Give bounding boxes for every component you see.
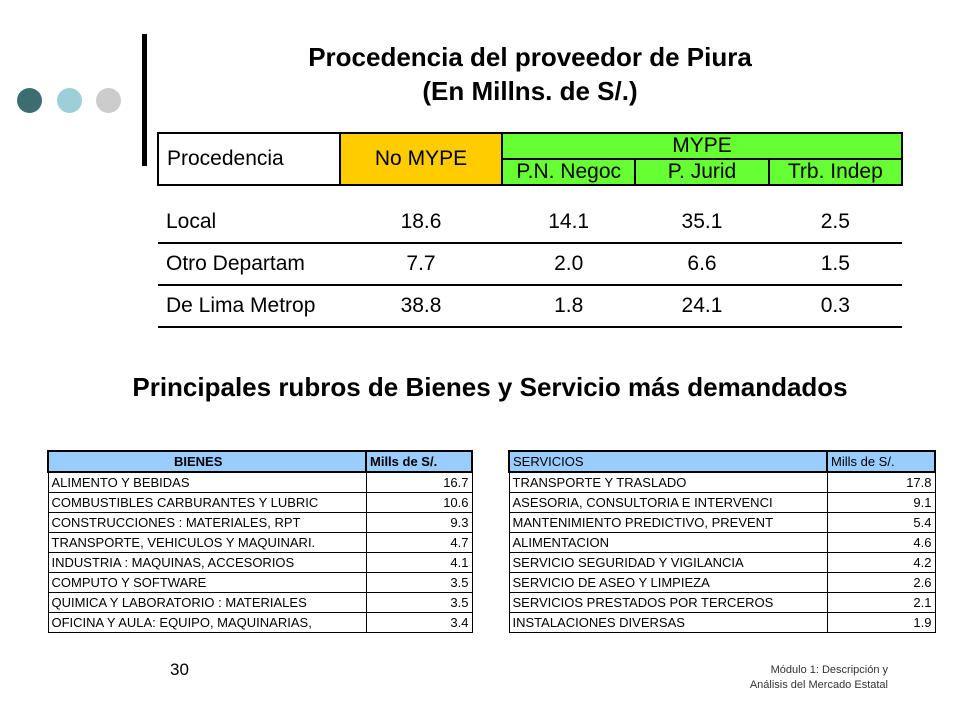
bienes-item-name: QUIMICA Y LABORATORIO : MATERIALES [47,592,367,613]
section-title: Principales rubros de Bienes y Servicio … [132,372,848,402]
header-p-jurid: P. Jurid [634,158,770,186]
cell-trb-indep: 0.3 [768,285,902,328]
cell-p-jurid: 6.6 [635,243,769,286]
servicios-item-name: SERVICIOS PRESTADOS POR TERCEROS [508,592,828,613]
slide-title: Procedencia del proveedor de Piura (En M… [200,40,860,108]
servicios-header-name: SERVICIOS [508,450,828,473]
row-label: Otro Departam [158,243,340,286]
cell-pn-negoc: 14.1 [502,202,636,244]
decor-dot-dark [17,88,42,113]
table-row: Local 18.6 14.1 35.1 2.5 [158,202,902,244]
slide-title-line1: Procedencia del proveedor de Piura [308,42,752,72]
servicios-item-name: ALIMENTACION [508,532,828,553]
list-item: SERVICIO DE ASEO Y LIMPIEZA 2.6 [508,572,936,593]
cell-no-mype: 38.8 [340,285,502,328]
list-item: TRANSPORTE, VEHICULOS Y MAQUINARI. 4.7 [47,532,473,553]
cell-no-mype: 7.7 [340,243,502,286]
bienes-item-name: COMBUSTIBLES CARBURANTES Y LUBRIC [47,492,367,513]
header-trb-indep: Trb. Indep [767,158,904,186]
bienes-item-value: 3.4 [365,612,473,633]
list-item: INDUSTRIA : MAQUINAS, ACCESORIOS 4.1 [47,552,473,573]
list-item: COMPUTO Y SOFTWARE 3.5 [47,572,473,593]
list-item: OFICINA Y AULA: EQUIPO, MAQUINARIAS, 3.4 [47,612,473,633]
cell-p-jurid: 35.1 [635,202,769,244]
procedencia-table: Procedencia No MYPE MYPE P.N. Negoc P. J… [157,132,904,328]
bienes-item-value: 4.1 [365,552,473,573]
header-procedencia: Procedencia [157,132,341,186]
header-pn-negoc: P.N. Negoc [500,158,637,186]
cell-p-jurid: 24.1 [635,285,769,328]
bienes-item-name: INDUSTRIA : MAQUINAS, ACCESORIOS [47,552,367,573]
bienes-item-value: 16.7 [365,471,473,493]
footer-text: Módulo 1: Descripción y Análisis del Mer… [750,663,888,693]
list-item: CONSTRUCCIONES : MATERIALES, RPT 9.3 [47,512,473,533]
cell-no-mype: 18.6 [340,202,502,244]
footer-line2: Análisis del Mercado Estatal [749,679,888,691]
list-item: INSTALACIONES DIVERSAS 1.9 [508,612,936,633]
decor-dot-teal [57,88,82,113]
list-item: TRANSPORTE Y TRASLADO 17.8 [508,471,936,493]
table-row: Otro Departam 7.7 2.0 6.6 1.5 [158,243,902,286]
slide-title-line2: (En Millns. de S/.) [422,76,638,106]
servicios-item-value: 2.6 [826,572,936,593]
row-label: Local [158,202,340,244]
list-item: QUIMICA Y LABORATORIO : MATERIALES 3.5 [47,592,473,613]
list-item: SERVICIOS PRESTADOS POR TERCEROS 2.1 [508,592,936,613]
servicios-item-name: MANTENIMIENTO PREDICTIVO, PREVENT [508,512,828,533]
bienes-item-value: 3.5 [365,592,473,613]
bienes-item-name: CONSTRUCCIONES : MATERIALES, RPT [47,512,367,533]
servicios-item-value: 5.4 [826,512,936,533]
servicios-item-value: 9.1 [826,492,936,513]
footer-line1: Módulo 1: Descripción y [770,664,888,676]
servicios-item-value: 17.8 [826,471,936,493]
bienes-table: BIENES Mills de S/. ALIMENTO Y BEBIDAS 16… [47,450,473,633]
bienes-header-value: Mills de S/. [365,450,473,473]
bienes-item-value: 10.6 [365,492,473,513]
cell-pn-negoc: 1.8 [502,285,636,328]
cell-trb-indep: 1.5 [768,243,902,286]
servicios-item-name: SERVICIO SEGURIDAD Y VIGILANCIA [508,552,828,573]
cell-trb-indep: 2.5 [768,202,902,244]
servicios-item-value: 2.1 [826,592,936,613]
table-row: De Lima Metrop 38.8 1.8 24.1 0.3 [158,285,902,328]
header-mype: MYPE [501,132,903,160]
bienes-item-value: 9.3 [365,512,473,533]
bienes-item-value: 4.7 [365,532,473,553]
list-item: SERVICIO SEGURIDAD Y VIGILANCIA 4.2 [508,552,936,573]
header-no-mype: No MYPE [339,132,503,186]
servicios-item-name: TRANSPORTE Y TRASLADO [508,471,828,493]
servicios-item-value: 4.6 [826,532,936,553]
row-label: De Lima Metrop [158,285,340,328]
cell-pn-negoc: 2.0 [502,243,636,286]
servicios-item-name: INSTALACIONES DIVERSAS [508,612,828,633]
bienes-header-name: BIENES [47,450,367,473]
servicios-item-name: ASESORIA, CONSULTORIA E INTERVENCI [508,492,828,513]
bienes-item-name: COMPUTO Y SOFTWARE [47,572,367,593]
bienes-item-name: TRANSPORTE, VEHICULOS Y MAQUINARI. [47,532,367,553]
servicios-item-name: SERVICIO DE ASEO Y LIMPIEZA [508,572,828,593]
bienes-item-name: ALIMENTO Y BEBIDAS [47,471,367,493]
bienes-item-name: OFICINA Y AULA: EQUIPO, MAQUINARIAS, [47,612,367,633]
list-item: ASESORIA, CONSULTORIA E INTERVENCI 9.1 [508,492,936,513]
servicios-item-value: 4.2 [826,552,936,573]
page-number: 30 [170,660,189,679]
servicios-item-value: 1.9 [826,612,936,633]
list-item: ALIMENTACION 4.6 [508,532,936,553]
servicios-table: SERVICIOS Mills de S/. TRANSPORTE Y TRAS… [508,450,936,633]
list-item: ALIMENTO Y BEBIDAS 16.7 [47,471,473,493]
bienes-item-value: 3.5 [365,572,473,593]
list-item: COMBUSTIBLES CARBURANTES Y LUBRIC 10.6 [47,492,473,513]
servicios-header-value: Mills de S/. [826,450,936,473]
decor-vertical-bar [142,34,147,166]
decor-dot-gray [96,88,121,113]
list-item: MANTENIMIENTO PREDICTIVO, PREVENT 5.4 [508,512,936,533]
